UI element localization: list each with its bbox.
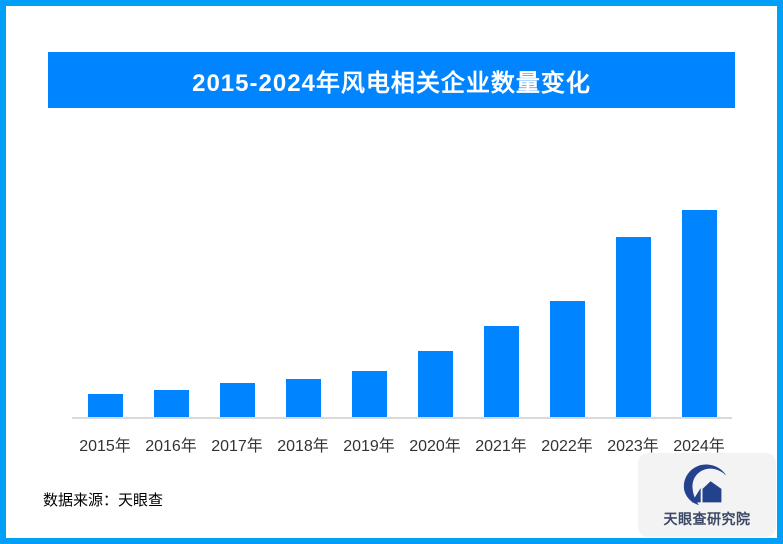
bar-column [600, 237, 666, 417]
x-tick-label: 2016年 [145, 438, 197, 455]
brand-logo-card: 天眼查研究院 [638, 453, 776, 537]
bar-2016年 [153, 390, 189, 417]
chart-plot-area [72, 210, 732, 419]
data-source-text: 数据来源：天眼查 [43, 492, 164, 509]
x-tick-label: 2017年 [211, 438, 263, 455]
bar-chart: 2015年 2016年 2017年 2018年 2019年 2020年 2021年 2022年… [72, 210, 732, 456]
x-tick-label: 2022年 [541, 438, 593, 455]
x-tick-label: 2020年 [409, 438, 461, 455]
x-tick-label: 2021年 [475, 438, 527, 455]
tianyancha-logo-icon [683, 464, 727, 506]
bar-2023年 [615, 237, 651, 417]
x-tick-label: 2019年 [343, 438, 395, 455]
bar-2017年 [219, 383, 255, 417]
x-axis-labels: 2015年 2016年 2017年 2018年 2019年 2020年 2021年 2022年… [72, 432, 732, 456]
chart-title-banner: 2015-2024年风电相关企业数量变化 [48, 52, 735, 108]
bar-2024年 [681, 210, 717, 417]
bar-column [270, 379, 336, 417]
brand-name: 天眼查研究院 [663, 511, 751, 527]
bar-column [468, 326, 534, 417]
bar-column [138, 390, 204, 417]
bar-2018年 [285, 379, 321, 417]
bar-2022年 [549, 301, 585, 417]
x-tick-label: 2015年 [79, 438, 131, 455]
x-tick-label: 2023年 [607, 438, 659, 455]
chart-title: 2015-2024年风电相关企业数量变化 [192, 69, 591, 97]
bar-column [336, 371, 402, 417]
bar-2020年 [417, 351, 453, 417]
bar-column [72, 394, 138, 417]
x-tick-label: 2018年 [277, 438, 329, 455]
bar-column [204, 383, 270, 417]
bar-column [402, 351, 468, 417]
bar-2019年 [351, 371, 387, 417]
bar-2021年 [483, 326, 519, 417]
x-tick-label: 2024年 [673, 438, 725, 455]
bar-column [534, 301, 600, 417]
bar-2015年 [87, 394, 123, 417]
bar-column [666, 210, 732, 417]
